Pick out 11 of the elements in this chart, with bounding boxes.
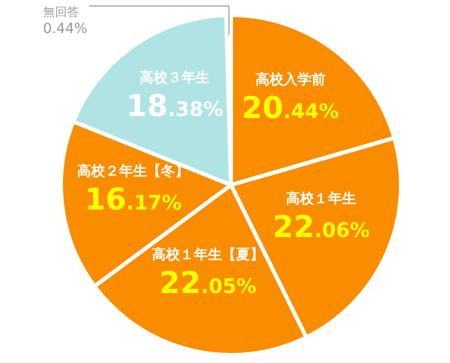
- slice-label: 高校１年生: [286, 190, 356, 207]
- slice-label: 高校入学前: [255, 71, 326, 88]
- data-label: 22.06%: [272, 210, 370, 245]
- data-label: 20.44%: [242, 91, 339, 126]
- slice-label: 高校３年生: [140, 69, 210, 86]
- data-label: 18.38%: [126, 89, 224, 124]
- slice-label: 高校１年生【夏】: [152, 246, 264, 263]
- data-label: 0.44%: [43, 21, 88, 37]
- data-label: 16.17%: [84, 182, 182, 218]
- data-label: 22.05%: [159, 266, 256, 301]
- slice-label: 無回答: [43, 5, 79, 19]
